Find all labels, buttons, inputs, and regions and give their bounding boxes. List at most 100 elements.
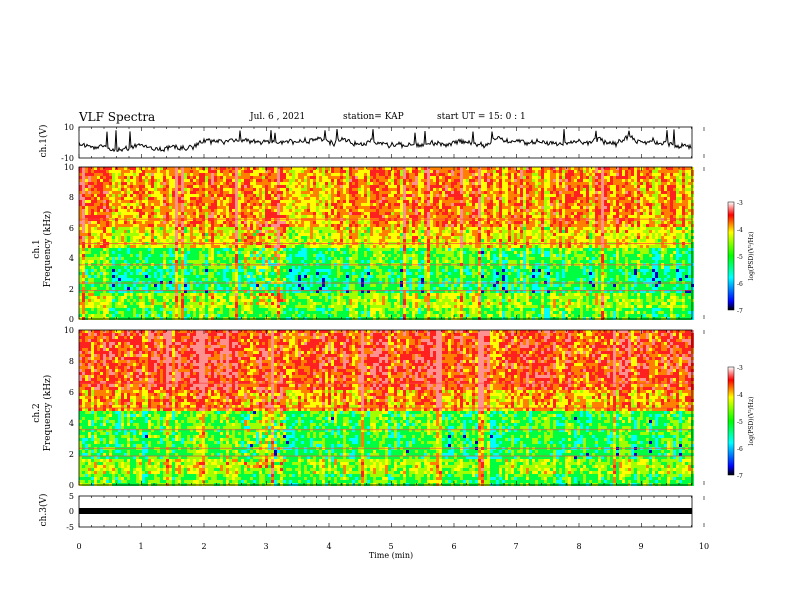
spectrogram-cell xyxy=(94,170,97,173)
spectrogram-cell xyxy=(142,188,145,191)
spectrogram-cell xyxy=(202,293,205,296)
spectrogram-cell xyxy=(109,236,112,239)
spectrogram-cell xyxy=(187,230,190,233)
spectrogram-cell xyxy=(154,317,157,320)
spectrogram-cell xyxy=(178,278,181,281)
spectrogram-cell xyxy=(118,233,121,236)
spectrogram-cell xyxy=(190,200,193,203)
spectrogram-cell xyxy=(142,197,145,200)
spectrogram-cell xyxy=(79,275,82,278)
spectrogram-cell xyxy=(184,278,187,281)
spectrogram-cell xyxy=(169,245,172,248)
spectrogram-cell xyxy=(103,257,106,260)
spectrogram-cell xyxy=(160,227,163,230)
spectrogram-cell xyxy=(175,272,178,275)
spectrogram-cell xyxy=(175,191,178,194)
spectrogram-cell xyxy=(85,206,88,209)
spectrogram-cell xyxy=(202,284,205,287)
spectrogram-cell xyxy=(88,311,91,314)
spectrogram-cell xyxy=(148,314,151,317)
spectrogram-cell xyxy=(169,248,172,251)
spectrogram-cell xyxy=(130,170,133,173)
spectrogram-cell xyxy=(178,176,181,179)
spectrogram-cell xyxy=(163,239,166,242)
spectrogram-cell xyxy=(142,299,145,302)
spectrogram-cell xyxy=(121,233,124,236)
spectrogram-cell xyxy=(136,311,139,314)
spectrogram-cell xyxy=(112,239,115,242)
spectrogram-cell xyxy=(79,293,82,296)
spectrogram-cell xyxy=(169,173,172,176)
spectrogram-cell xyxy=(154,266,157,269)
spectrogram-cell xyxy=(106,257,109,260)
spectrogram-cell xyxy=(184,308,187,311)
spectrogram-cell xyxy=(166,311,169,314)
spectrogram-cell xyxy=(100,167,103,170)
spectrogram-cell xyxy=(160,257,163,260)
spectrogram-cell xyxy=(127,254,130,257)
spectrogram-cell xyxy=(181,206,184,209)
spectrogram-cell xyxy=(91,173,94,176)
spectrogram-cell xyxy=(175,266,178,269)
spectrogram-cell xyxy=(157,275,160,278)
spectrogram-cell xyxy=(88,293,91,296)
spectrogram-cell xyxy=(82,206,85,209)
spectrogram-cell xyxy=(79,176,82,179)
spectrogram-cell xyxy=(178,167,181,170)
spectrogram-cell xyxy=(85,179,88,182)
spectrogram-cell xyxy=(106,278,109,281)
spectrogram-cell xyxy=(187,299,190,302)
spectrogram-cell xyxy=(175,194,178,197)
spectrogram-cell xyxy=(91,179,94,182)
spectrogram-cell xyxy=(187,311,190,314)
spectrogram-cell xyxy=(130,302,133,305)
spectrogram-cell xyxy=(130,287,133,290)
spectrogram-cell xyxy=(130,314,133,317)
spectrogram-cell xyxy=(103,299,106,302)
spectrogram-cell xyxy=(199,308,202,311)
spectrogram-cell xyxy=(163,311,166,314)
spectrogram-cell xyxy=(142,239,145,242)
spectrogram-cell xyxy=(91,314,94,317)
spectrogram-cell xyxy=(91,266,94,269)
spectrogram-cell xyxy=(103,284,106,287)
spectrogram-cell xyxy=(91,206,94,209)
spectrogram-cell xyxy=(187,206,190,209)
spectrogram-cell xyxy=(160,272,163,275)
spectrogram-cell xyxy=(130,236,133,239)
spectrogram-cell xyxy=(91,281,94,284)
spectrogram-cell xyxy=(160,308,163,311)
spectrogram-cell xyxy=(172,287,175,290)
spectrogram-cell xyxy=(106,227,109,230)
spectrogram-cell xyxy=(199,179,202,182)
spectrogram-cell xyxy=(118,170,121,173)
spectrogram-cell xyxy=(163,284,166,287)
spectrogram-cell xyxy=(79,317,82,320)
spectrogram-cell xyxy=(184,191,187,194)
spectrogram-cell xyxy=(112,266,115,269)
spectrogram-cell xyxy=(184,206,187,209)
spectrogram-cell xyxy=(118,245,121,248)
spectrogram-cell xyxy=(190,266,193,269)
spectrogram-cell xyxy=(166,257,169,260)
spectrogram-cell xyxy=(157,317,160,320)
spectrogram-cell xyxy=(181,251,184,254)
spectrogram-cell xyxy=(94,239,97,242)
spectrogram-cell xyxy=(124,203,127,206)
spectrogram-cell xyxy=(196,278,199,281)
spectrogram-cell xyxy=(157,179,160,182)
spectrogram-cell xyxy=(91,302,94,305)
spectrogram-cell xyxy=(169,227,172,230)
spectrogram-cell xyxy=(85,257,88,260)
spectrogram-cell xyxy=(127,272,130,275)
spectrogram-cell xyxy=(148,248,151,251)
spectrogram-cell xyxy=(175,254,178,257)
spectrogram-cell xyxy=(190,230,193,233)
spectrogram-cell xyxy=(148,254,151,257)
spectrogram-cell xyxy=(106,239,109,242)
spectrogram-cell xyxy=(124,206,127,209)
spectrogram-cell xyxy=(205,182,208,185)
spectrogram-cell xyxy=(100,233,103,236)
spectrogram-cell xyxy=(157,308,160,311)
spectrogram-cell xyxy=(136,176,139,179)
